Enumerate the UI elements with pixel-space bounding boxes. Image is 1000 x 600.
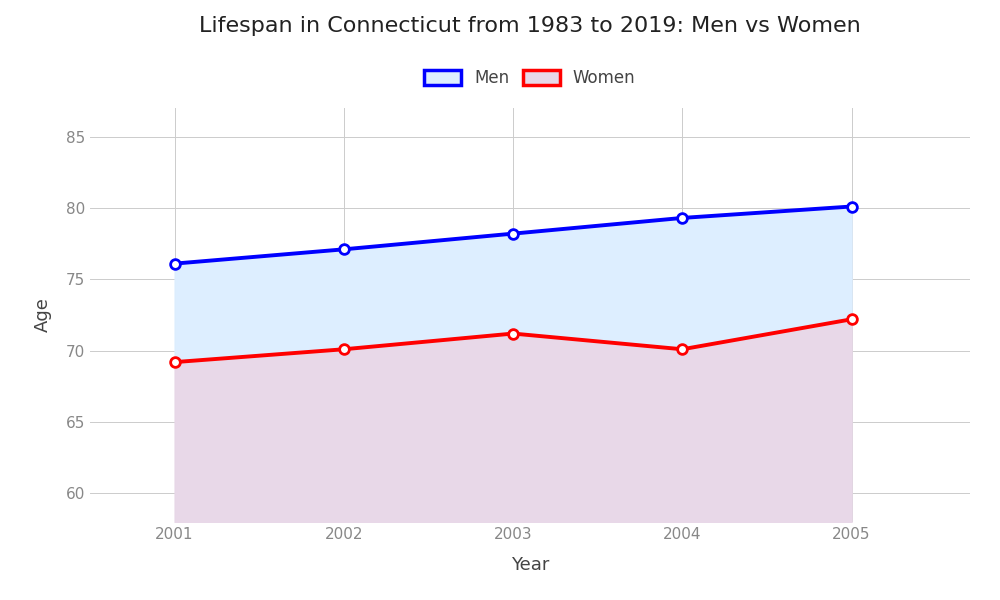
Title: Lifespan in Connecticut from 1983 to 2019: Men vs Women: Lifespan in Connecticut from 1983 to 201… [199,16,861,35]
Legend: Men, Women: Men, Women [418,62,642,94]
Y-axis label: Age: Age [34,298,52,332]
X-axis label: Year: Year [511,556,549,574]
